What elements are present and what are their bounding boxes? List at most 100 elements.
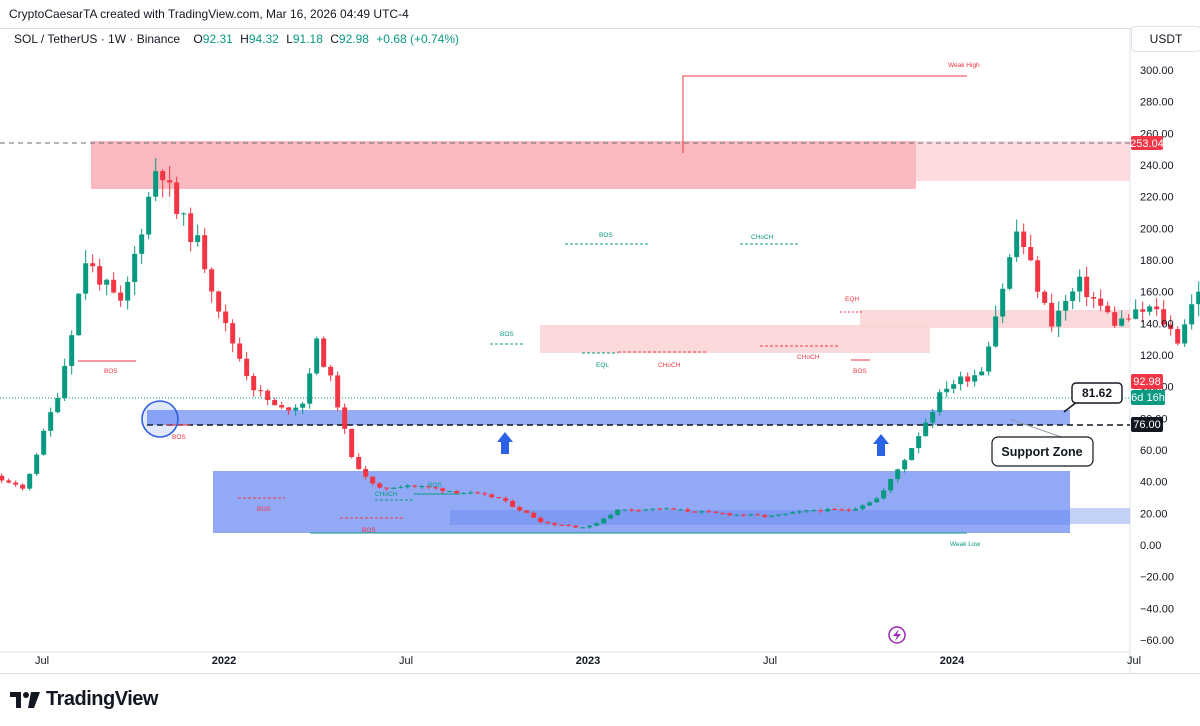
price-chart[interactable]: BOS BOS BOS BOS CHoCH BOS BOS BOS EQL CH… bbox=[0, 28, 1200, 673]
candle-up bbox=[860, 505, 866, 509]
candle-down bbox=[482, 493, 488, 495]
candles bbox=[0, 158, 1200, 529]
candle-down bbox=[1126, 318, 1132, 320]
candle-down bbox=[510, 500, 516, 507]
callout-value: 81.62 bbox=[1082, 386, 1112, 400]
tradingview-logo[interactable]: TradingView bbox=[10, 688, 158, 711]
candle-up bbox=[979, 371, 985, 376]
candle-up bbox=[594, 523, 600, 526]
low-label: L bbox=[286, 32, 293, 46]
support-zone-band bbox=[147, 410, 1070, 425]
time-axis[interactable]: Jul2022Jul2023Jul2024Jul2025Jul2026Jul20… bbox=[35, 655, 1200, 667]
candle-up bbox=[419, 486, 425, 488]
candle-up bbox=[1056, 310, 1062, 327]
chart-area[interactable]: BOS BOS BOS BOS CHoCH BOS BOS BOS EQL CH… bbox=[0, 28, 1200, 673]
candle-down bbox=[426, 486, 432, 488]
candle-up bbox=[909, 448, 915, 461]
candle-up bbox=[139, 234, 145, 254]
high-label: H bbox=[240, 32, 249, 46]
candle-up bbox=[972, 375, 978, 382]
candle-up bbox=[461, 492, 467, 494]
resistance-zone bbox=[91, 141, 916, 189]
price-tick-label: 160.00 bbox=[1140, 287, 1174, 299]
zones bbox=[91, 141, 1130, 533]
price-tick-label: 120.00 bbox=[1140, 350, 1174, 362]
symbol-title[interactable]: SOL / TetherUS · 1W · Binance bbox=[14, 32, 181, 46]
support-price-badge bbox=[1131, 417, 1163, 432]
candle-down bbox=[531, 512, 537, 518]
price-tick-label: 280.00 bbox=[1140, 97, 1174, 109]
candle-down bbox=[475, 492, 481, 494]
bos-label: BOS bbox=[428, 482, 442, 489]
mid-supply-zone bbox=[540, 325, 930, 353]
last-price-badge bbox=[1131, 374, 1163, 389]
price-axis[interactable]: 300.00280.00260.00240.00220.00200.00180.… bbox=[1140, 65, 1174, 647]
candle-down bbox=[1021, 231, 1027, 248]
arrows bbox=[497, 432, 889, 456]
candle-down bbox=[545, 522, 551, 524]
candle-down bbox=[629, 509, 635, 511]
candle-up bbox=[580, 527, 586, 529]
candle-down bbox=[839, 509, 845, 511]
candle-down bbox=[370, 476, 376, 484]
time-tick-label: Jul bbox=[763, 655, 777, 667]
candle-up bbox=[1007, 257, 1013, 289]
candle-up bbox=[468, 492, 474, 494]
candle-down bbox=[1098, 298, 1104, 306]
candle-down bbox=[741, 514, 747, 516]
candle-up bbox=[391, 487, 397, 489]
demand-zone-extension bbox=[1070, 508, 1130, 524]
candle-down bbox=[90, 263, 96, 267]
candle-down bbox=[377, 483, 383, 488]
candle-down bbox=[1112, 312, 1118, 326]
candle-up bbox=[804, 510, 810, 512]
candle-down bbox=[349, 428, 355, 458]
candle-down bbox=[237, 343, 243, 359]
open-value: 92.31 bbox=[202, 32, 233, 46]
bar-countdown: 6d 16h bbox=[1131, 392, 1165, 404]
candle-down bbox=[111, 279, 117, 293]
callout-support-zone[interactable]: Support Zone bbox=[991, 418, 1094, 467]
candle-down bbox=[356, 457, 362, 470]
price-change: +0.68 (+0.74%) bbox=[376, 32, 460, 46]
candle-up bbox=[986, 346, 992, 372]
candle-up bbox=[195, 235, 201, 242]
price-badges: 253.04 92.98 6d 16h 76.00 bbox=[1130, 136, 1165, 432]
candle-down bbox=[321, 338, 327, 367]
candle-down bbox=[209, 269, 215, 292]
demand-zone-core bbox=[450, 510, 1070, 525]
symbol-legend[interactable]: SOL / TetherUS · 1W · Binance O92.31 H94… bbox=[14, 32, 463, 46]
candle-down bbox=[538, 517, 544, 523]
candle-up bbox=[27, 473, 33, 489]
callout-box[interactable] bbox=[1071, 382, 1123, 404]
brand-name: TradingView bbox=[46, 688, 158, 710]
candle-down bbox=[1140, 309, 1146, 312]
callout-box[interactable] bbox=[991, 436, 1094, 467]
candle-up bbox=[937, 392, 943, 412]
callout-text: Support Zone bbox=[1001, 445, 1082, 459]
candle-up bbox=[643, 509, 649, 511]
last-price: 92.98 bbox=[1133, 376, 1161, 388]
candle-down bbox=[440, 488, 446, 492]
candle-down bbox=[685, 509, 691, 512]
currency-button[interactable]: USDT bbox=[1131, 26, 1200, 52]
candle-down bbox=[1154, 306, 1160, 310]
candle-down bbox=[713, 511, 719, 513]
bos-label: BOS bbox=[257, 506, 271, 513]
candle-down bbox=[251, 376, 257, 391]
candle-down bbox=[433, 487, 439, 489]
candle-up bbox=[1070, 291, 1076, 301]
footer: TradingView bbox=[0, 673, 1200, 726]
candle-down bbox=[244, 358, 250, 377]
candle-up bbox=[650, 508, 656, 510]
candle-up bbox=[314, 338, 320, 374]
callout-8162[interactable]: 81.62 bbox=[1063, 382, 1123, 413]
structure-labels: BOS BOS BOS BOS CHoCH BOS BOS BOS EQL CH… bbox=[104, 62, 981, 548]
candle-up bbox=[811, 510, 817, 512]
candle-up bbox=[62, 365, 68, 399]
bos-label: BOS bbox=[500, 331, 514, 338]
candle-up bbox=[181, 213, 187, 215]
price-tick-label: 40.00 bbox=[1140, 477, 1168, 489]
flash-icon[interactable] bbox=[888, 626, 906, 644]
candle-down bbox=[20, 484, 26, 489]
